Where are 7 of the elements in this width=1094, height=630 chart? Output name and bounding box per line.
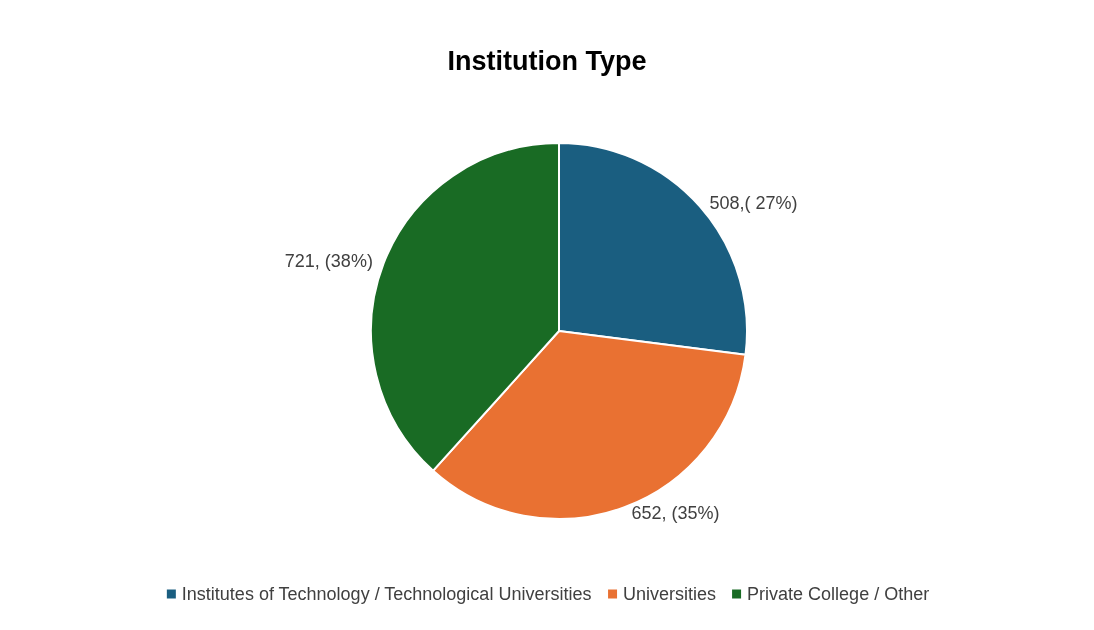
chart-title: Institution Type <box>447 45 647 76</box>
data-label: 508,( 27%) <box>709 192 798 213</box>
legend-label: Universities <box>623 584 717 604</box>
data-label: 652, (35%) <box>631 502 720 523</box>
legend-label: Institutes of Technology / Technological Universities <box>181 584 592 604</box>
legend-label: Private College / Other <box>747 584 930 604</box>
data-label: 721, (38%) <box>284 251 373 272</box>
